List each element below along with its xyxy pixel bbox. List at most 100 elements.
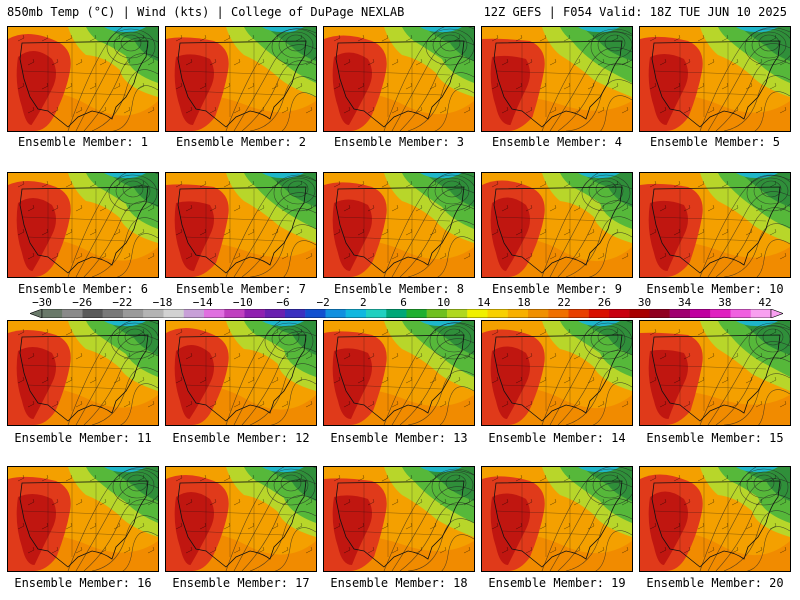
temperature-map-image <box>482 321 632 425</box>
ensemble-member-caption: Ensemble Member: 6 <box>17 282 149 296</box>
ensemble-member-caption: Ensemble Member: 15 <box>646 431 784 445</box>
colorbar-segment <box>82 309 103 318</box>
ensemble-member-caption: Ensemble Member: 17 <box>172 576 310 590</box>
colorbar-segment <box>507 309 529 318</box>
temperature-colorbar <box>30 309 783 318</box>
colorbar-segment <box>467 309 488 318</box>
ensemble-member-caption: Ensemble Member: 18 <box>330 576 468 590</box>
ensemble-member-map <box>7 320 159 426</box>
colorbar-arrow-left <box>30 309 43 318</box>
temperature-map-image <box>482 27 632 131</box>
temperature-map-image <box>640 321 790 425</box>
colorbar-tick-label: −14 <box>192 296 213 309</box>
ensemble-member-map <box>165 26 317 132</box>
colorbar-tick-label: 10 <box>437 296 451 309</box>
temperature-map-image <box>166 467 316 571</box>
colorbar-segment <box>669 309 691 318</box>
colorbar-tick-label: −30 <box>32 296 52 309</box>
colorbar-segment <box>386 309 407 318</box>
ensemble-member-map <box>323 26 475 132</box>
colorbar-segment <box>325 309 346 318</box>
colorbar-tick-label: 38 <box>718 296 732 309</box>
colorbar-segment <box>447 309 468 318</box>
colorbar-tick-label: −10 <box>232 296 253 309</box>
colorbar-segment <box>528 309 549 318</box>
map-title: 850mb Temp (°C) | Wind (kts) | College o… <box>7 5 405 19</box>
colorbar-segment <box>264 309 286 318</box>
colorbar-labels: −30 −26 −22 −18 −14 −10 −6 −2 2 6 10 14 18 22 26 30 34 38… <box>0 296 800 309</box>
ensemble-member-caption: Ensemble Member: 2 <box>175 135 307 149</box>
colorbar-segment <box>285 309 306 318</box>
ensemble-member-map <box>481 172 633 278</box>
ensemble-member-caption: Ensemble Member: 11 <box>14 431 152 445</box>
colorbar-segment <box>649 309 670 318</box>
colorbar-tick-label: −26 <box>72 296 93 309</box>
colorbar-segment <box>102 309 124 318</box>
ensemble-member-caption: Ensemble Member: 16 <box>14 576 152 590</box>
colorbar-segment <box>183 309 205 318</box>
colorbar-segment <box>609 309 630 318</box>
ensemble-member-map <box>165 320 317 426</box>
ensemble-member-caption: Ensemble Member: 7 <box>175 282 307 296</box>
colorbar-tick-label: −22 <box>112 296 133 309</box>
colorbar-segment <box>305 309 326 318</box>
ensemble-member-map <box>7 26 159 132</box>
ensemble-member-caption: Ensemble Member: 5 <box>649 135 781 149</box>
colorbar-segment <box>42 309 63 318</box>
temperature-map-image <box>640 173 790 277</box>
colorbar-tick-label: −18 <box>152 296 173 309</box>
colorbar-tick-label: −2 <box>316 296 330 309</box>
colorbar-segment <box>204 309 225 318</box>
ensemble-member-caption: Ensemble Member: 19 <box>488 576 626 590</box>
colorbar-tick-label: 26 <box>597 296 611 309</box>
model-run-info: 12Z GEFS | F054 Valid: 18Z TUE JUN 10 20… <box>483 5 787 19</box>
ensemble-member-map <box>639 466 791 572</box>
ensemble-member-map <box>7 172 159 278</box>
temperature-map-image <box>640 467 790 571</box>
ensemble-member-caption: Ensemble Member: 20 <box>646 576 784 590</box>
temperature-map-image <box>324 467 474 571</box>
ensemble-member-caption: Ensemble Member: 12 <box>172 431 310 445</box>
colorbar-segment <box>143 309 164 318</box>
ensemble-member-caption: Ensemble Member: 3 <box>333 135 465 149</box>
temperature-map-image <box>166 173 316 277</box>
ensemble-member-map <box>639 172 791 278</box>
temperature-map-image <box>324 321 474 425</box>
ensemble-member-map <box>481 26 633 132</box>
colorbar-segment <box>548 309 569 318</box>
colorbar-segment <box>163 309 184 318</box>
colorbar-segment <box>568 309 589 318</box>
colorbar-segment <box>426 309 448 318</box>
ensemble-member-caption: Ensemble Member: 4 <box>491 135 623 149</box>
temperature-map-image <box>640 27 790 131</box>
temperature-map-image <box>166 321 316 425</box>
ensemble-member-map <box>639 26 791 132</box>
ensemble-member-caption: Ensemble Member: 10 <box>646 282 784 296</box>
colorbar-segment <box>244 309 265 318</box>
temperature-map-image <box>166 27 316 131</box>
ensemble-member-map <box>7 466 159 572</box>
colorbar-segment <box>588 309 610 318</box>
ensemble-member-map <box>639 320 791 426</box>
temperature-map-image <box>8 467 158 571</box>
ensemble-member-caption: Ensemble Member: 9 <box>491 282 623 296</box>
colorbar-segment <box>629 309 650 318</box>
colorbar-tick-label: 30 <box>637 296 652 309</box>
colorbar-segment <box>62 309 83 318</box>
temperature-map-image <box>8 321 158 425</box>
colorbar-arrow-right <box>770 309 783 318</box>
ensemble-member-map <box>323 172 475 278</box>
colorbar-segment <box>123 309 144 318</box>
colorbar-segment <box>345 309 367 318</box>
colorbar-tick-label: 18 <box>517 296 531 309</box>
colorbar-segment <box>366 309 387 318</box>
ensemble-member-map <box>323 320 475 426</box>
colorbar-segment <box>710 309 731 318</box>
colorbar-tick-label: 2 <box>360 296 367 309</box>
temperature-map-image <box>324 173 474 277</box>
ensemble-member-map <box>165 172 317 278</box>
colorbar-segment <box>406 309 427 318</box>
colorbar-tick-label: 22 <box>557 296 571 309</box>
ensemble-member-caption: Ensemble Member: 1 <box>17 135 149 149</box>
colorbar-segment <box>730 309 751 318</box>
